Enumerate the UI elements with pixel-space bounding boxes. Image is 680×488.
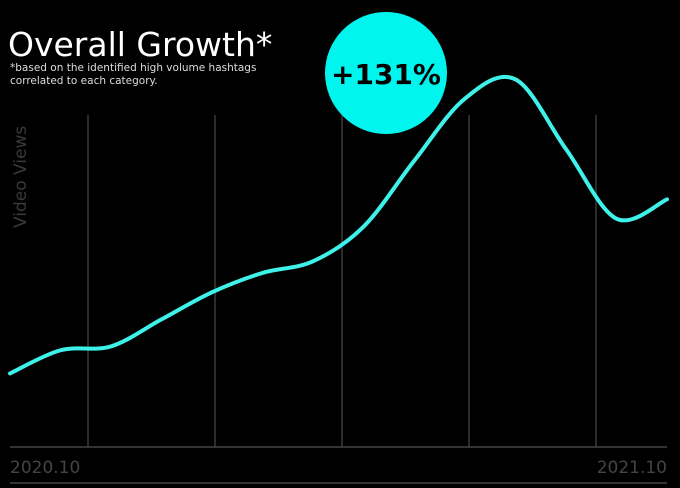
y-axis-label: Video Views (11, 126, 31, 228)
x-tick-label: 2021.10 (597, 458, 667, 478)
line (8, 74, 669, 376)
badge-text: +131% (331, 58, 441, 91)
x-tick-label: 2020.10 (10, 458, 80, 478)
chart-title: Overall Growth* (8, 25, 272, 64)
badge (325, 12, 447, 134)
chart-subtitle: *based on the identified high volume has… (10, 62, 257, 87)
subtitle-box: *based on the identified high volume has… (10, 62, 257, 87)
grid (87, 115, 597, 447)
